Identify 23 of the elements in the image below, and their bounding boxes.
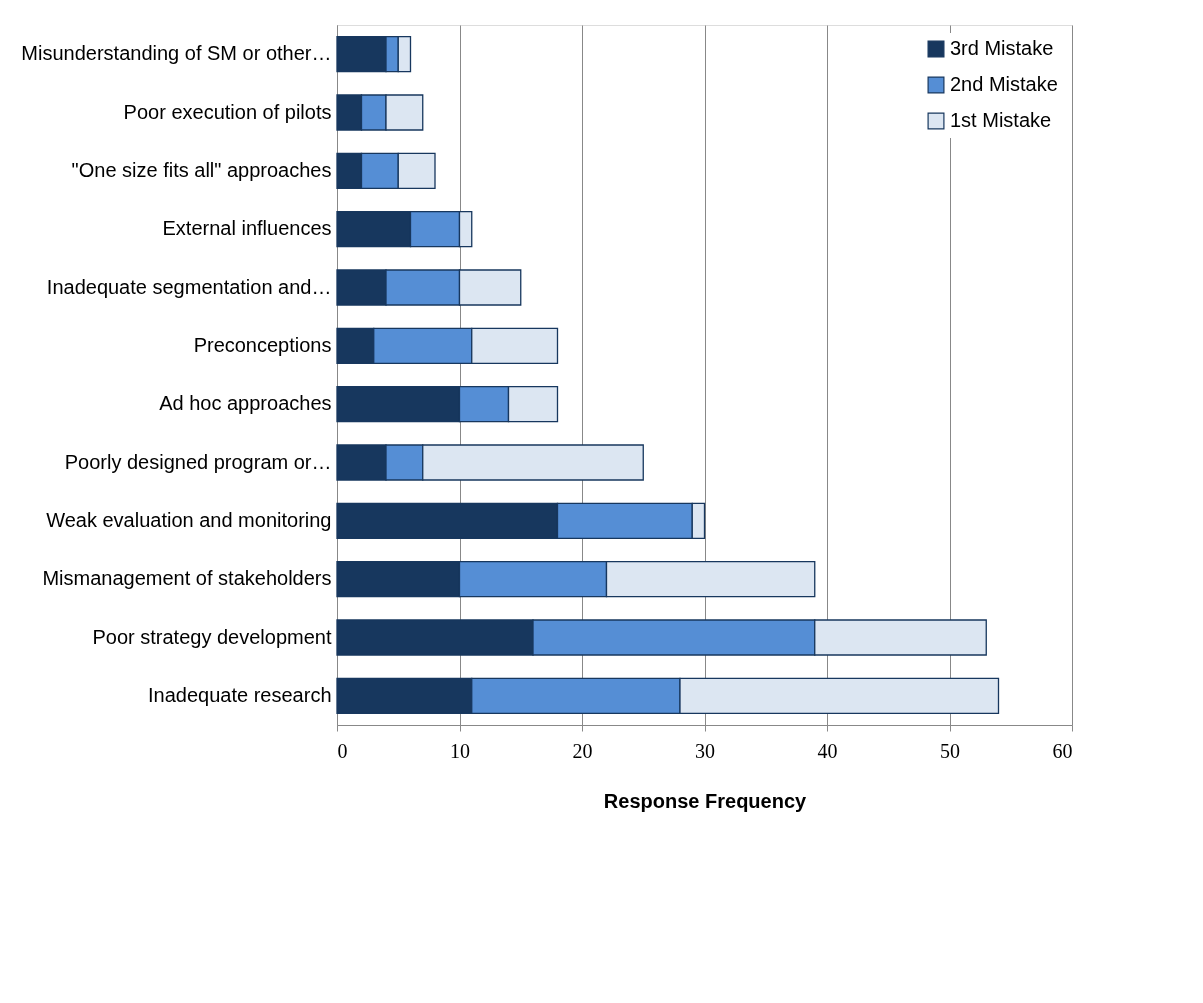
legend-label: 3rd Mistake [950, 37, 1054, 59]
y-tick-label: Ad hoc approaches [159, 392, 332, 415]
x-tick-label: 60 [1052, 739, 1073, 762]
y-tick-label: Weak evaluation and monitoring [46, 508, 332, 531]
x-tick-label: 10 [450, 739, 470, 762]
legend-label: 2nd Mistake [950, 73, 1058, 95]
x-tick-label: 30 [695, 739, 715, 762]
y-tick-label: Poor execution of pilots [123, 100, 332, 123]
y-tick-label: Poor strategy development [92, 625, 332, 648]
y-tick-label: External influences [162, 217, 332, 240]
y-tick-label: Misunderstanding of SM or other… [21, 42, 332, 65]
y-tick-label: Poorly designed program or… [64, 450, 332, 473]
y-tick-label: "One size fits all" approaches [71, 158, 332, 181]
x-tick-label: 0 [337, 739, 348, 762]
x-tick-label: 50 [940, 739, 960, 762]
y-tick-label: Inadequate research [148, 683, 332, 706]
y-tick-label: Mismanagement of stakeholders [42, 567, 332, 590]
x-tick-label: 20 [572, 739, 593, 762]
x-tick-label: 40 [817, 739, 838, 762]
y-tick-label: Inadequate segmentation and… [46, 275, 332, 298]
y-tick-label: Preconceptions [193, 333, 332, 356]
x-axis-title: Response Frequency [603, 789, 808, 812]
legend-label: 1st Mistake [950, 109, 1052, 131]
